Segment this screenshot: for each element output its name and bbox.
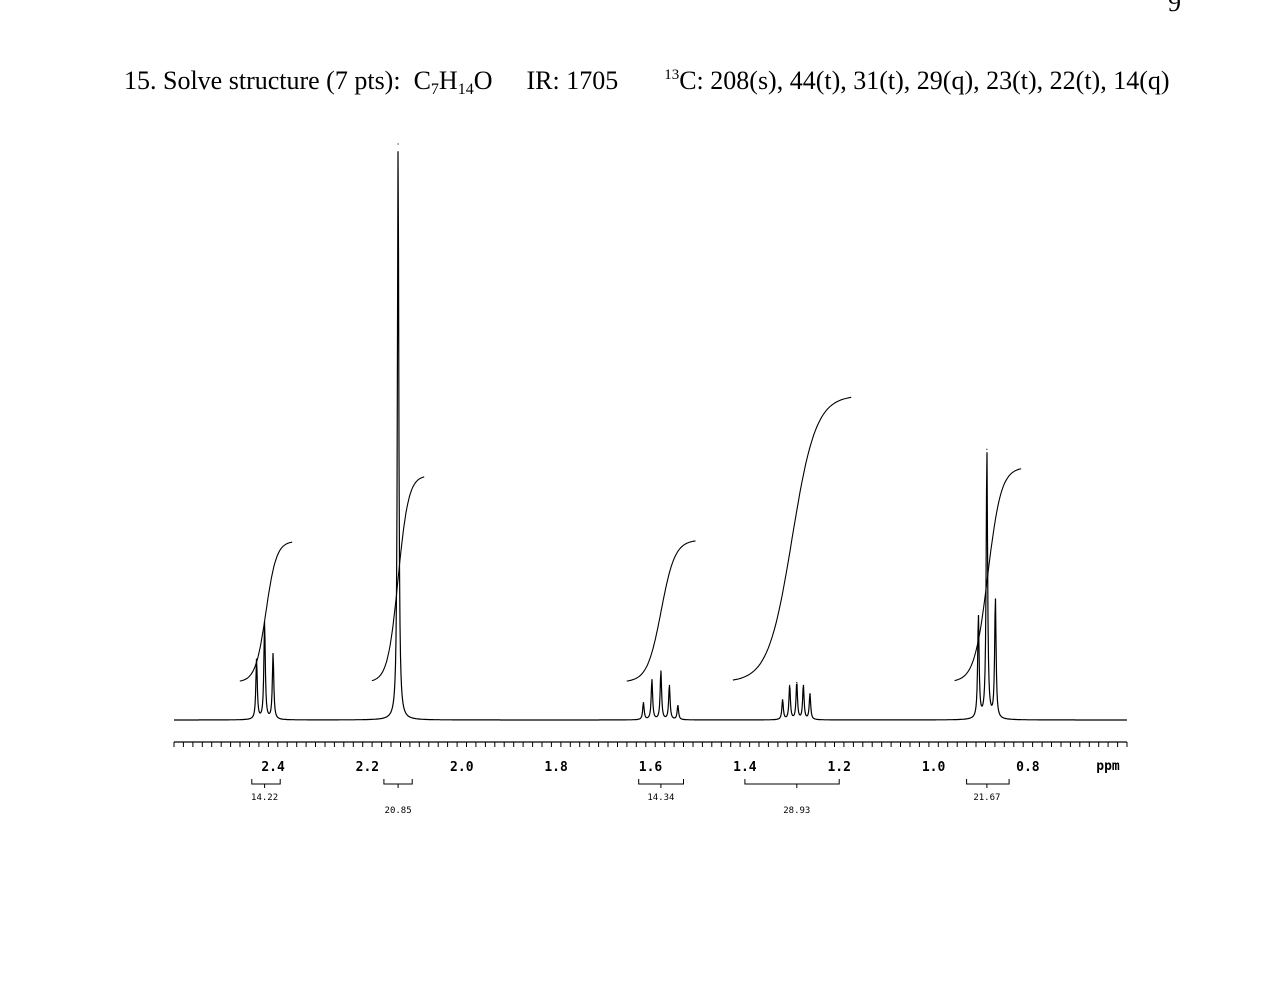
integral-bracket-2 (638, 779, 684, 788)
integral-bracket-0 (251, 779, 281, 788)
molecular-formula: C7H14O (413, 66, 493, 98)
integral-value-3: 28.93 (783, 806, 810, 816)
integral-bracket-1 (383, 779, 413, 788)
tick-label: 1.2 (827, 760, 850, 775)
peak-13 (809, 693, 811, 695)
peak-10 (789, 684, 791, 687)
tick-label: 2.4 (261, 760, 285, 775)
peak-6 (660, 670, 662, 672)
peak-12 (802, 684, 805, 687)
integral-curves-group (239, 396, 1022, 682)
tick-label: 1.8 (544, 760, 568, 775)
tick-label: 2.0 (450, 760, 474, 775)
peak-7 (668, 684, 671, 687)
tick-label: 1.4 (733, 760, 757, 775)
integral-value-0: 14.22 (251, 793, 278, 803)
integral-bracket-4 (966, 779, 1010, 788)
problem-header: 15. Solve structure (7 pts): C7H14O IR: 1… (124, 66, 1170, 99)
integral-value-4: 21.67 (973, 793, 1000, 803)
peak-8 (677, 705, 679, 707)
integral-curve-1 (371, 476, 425, 682)
tick-label: 1.6 (639, 760, 663, 775)
peak-15 (986, 448, 988, 450)
peak-16 (994, 598, 997, 600)
ppm-axis (173, 741, 1128, 747)
peak-11 (796, 682, 798, 684)
c13-data: 13C: 208(s), 44(t), 31(t), 29(q), 23(t),… (664, 66, 1170, 95)
peak-4 (642, 702, 645, 704)
ir-value: IR: 1705 (526, 66, 619, 95)
tick-label: 0.8 (1016, 760, 1040, 775)
ppm-tick-labels: 2.4 2.2 2.0 1.8 1.6 1.4 1.2 1.0 0.8 ppm (261, 759, 1120, 775)
integral-bracket-3 (744, 779, 840, 788)
page-number: 9 (1168, 0, 1181, 17)
peak-2 (272, 653, 274, 655)
integral-curve-2 (626, 540, 696, 682)
integral-brackets: 14.22 20.85 14.34 28.93 21.67 (251, 779, 1010, 816)
peak-9 (782, 699, 784, 701)
integral-curve-4 (954, 468, 1022, 682)
x-axis-label: ppm (1096, 759, 1120, 774)
tick-label: 1.0 (922, 760, 946, 775)
spectrum-trace (174, 151, 1127, 721)
peak-3 (397, 143, 399, 145)
peak-5 (651, 679, 653, 681)
problem-intro: 15. Solve structure (7 pts): (124, 66, 401, 95)
integral-value-2: 14.34 (647, 793, 674, 803)
integral-curve-0 (239, 541, 293, 682)
integral-value-1: 20.85 (385, 806, 412, 816)
tick-label: 2.2 (356, 760, 379, 775)
integral-curve-3 (732, 396, 852, 681)
spectrum-trace-group (174, 143, 1127, 721)
peak-14 (977, 615, 980, 617)
